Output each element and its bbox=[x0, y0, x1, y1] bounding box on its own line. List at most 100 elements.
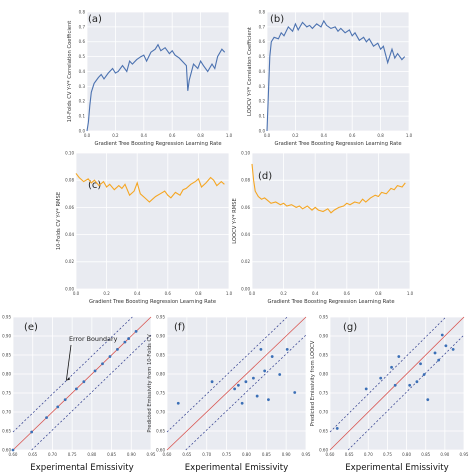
data-point bbox=[127, 337, 131, 340]
x-tick-label: 0.2 bbox=[280, 291, 287, 296]
data-point bbox=[263, 369, 267, 373]
y-tick-label: 0.2 bbox=[79, 99, 86, 104]
y-tick-label: 0.75 bbox=[2, 390, 11, 395]
data-point bbox=[444, 344, 448, 348]
annotation-arrow bbox=[65, 344, 72, 381]
x-tick-label: 0.2 bbox=[103, 291, 110, 296]
y-tick-label: 0.95 bbox=[319, 314, 328, 319]
data-point bbox=[123, 340, 127, 344]
data-point bbox=[210, 380, 214, 384]
x-tick-label: 0.70 bbox=[364, 452, 373, 457]
x-tick-label: 0.65 bbox=[28, 452, 37, 457]
lower-error-boundary bbox=[347, 334, 465, 451]
x-tick-label: 0.75 bbox=[222, 452, 231, 457]
data-point bbox=[267, 398, 270, 402]
y-tick-label: 0.65 bbox=[319, 428, 328, 433]
data-point bbox=[451, 347, 455, 351]
data-point bbox=[397, 355, 401, 358]
data-point bbox=[364, 387, 368, 391]
x-tick-label: 0.8 bbox=[375, 291, 382, 296]
y-tick-label: 0.4 bbox=[259, 69, 266, 74]
y-tick-label: 0.8 bbox=[79, 9, 86, 14]
x-tick-label: 0.4 bbox=[141, 133, 148, 138]
y-tick-label: 0.80 bbox=[2, 371, 11, 376]
identity-line bbox=[329, 316, 465, 451]
y-tick-label: 0.90 bbox=[319, 333, 328, 338]
x-tick-label: 1.0 bbox=[226, 133, 233, 138]
y-tick-label: 0.00 bbox=[65, 286, 74, 291]
y-tick-label: 0.80 bbox=[156, 371, 165, 376]
series-line bbox=[251, 163, 406, 214]
y-tick-label: 0.60 bbox=[156, 447, 165, 452]
y-tick-label: 0.95 bbox=[156, 314, 165, 319]
x-tick-label: 0.8 bbox=[197, 133, 204, 138]
data-point bbox=[440, 333, 444, 337]
x-tick-label: 0.95 bbox=[147, 452, 156, 457]
y-tick-label: 0.6 bbox=[259, 39, 266, 44]
x-tick-label: 0.70 bbox=[48, 452, 57, 457]
panel-b: 0.0 0.2 0.4 0.6 0.8 1.0 0.0 0.1 0.2 0.3 0.4 0.5 0.6 0… bbox=[247, 9, 413, 147]
series-line bbox=[75, 173, 225, 203]
data-point bbox=[278, 373, 282, 376]
panel-g: 0.60 0.65 0.70 0.75 0.80 0.85 0.90 0.95 0.60 0.65… bbox=[310, 314, 469, 473]
series-line bbox=[86, 43, 226, 132]
panel-label: (g) bbox=[343, 322, 357, 333]
x-tick-label: 0.0 bbox=[264, 133, 271, 138]
y-axis-label: 10-Folds CV Y-Y* RMSE bbox=[56, 192, 62, 250]
x-tick-label: 0.65 bbox=[182, 452, 191, 457]
data-point bbox=[82, 380, 86, 384]
x-axis-label: Gradient Tree Boosting Regression Learni… bbox=[267, 299, 394, 305]
data-point bbox=[255, 394, 259, 398]
y-tick-label: 0.8 bbox=[259, 9, 266, 14]
data-point bbox=[244, 380, 248, 384]
data-point bbox=[252, 376, 255, 380]
x-tick-label: 0.60 bbox=[326, 452, 335, 457]
y-axis-label: Predicted Emissivity from 10-Folds CV bbox=[147, 334, 153, 433]
data-point bbox=[433, 351, 437, 355]
x-tick-label: 0.2 bbox=[112, 133, 119, 138]
x-tick-label: 0.6 bbox=[165, 291, 172, 296]
series-line bbox=[266, 19, 406, 132]
data-point bbox=[270, 355, 274, 358]
data-point bbox=[93, 369, 97, 373]
x-tick-label: 0.60 bbox=[163, 452, 172, 457]
y-tick-label: 0.6 bbox=[79, 39, 86, 44]
x-tick-label: 0.0 bbox=[84, 133, 91, 138]
data-point bbox=[415, 380, 419, 384]
y-tick-label: 0.02 bbox=[65, 259, 74, 264]
data-point bbox=[259, 347, 263, 351]
y-tick-label: 0.0 bbox=[79, 128, 86, 133]
upper-error-boundary bbox=[329, 316, 447, 433]
x-tick-label: 0.85 bbox=[262, 452, 271, 457]
y-tick-label: 0.3 bbox=[79, 84, 86, 89]
data-point bbox=[108, 355, 112, 358]
data-point bbox=[101, 362, 104, 366]
data-point bbox=[426, 398, 430, 402]
x-tick-label: 0.85 bbox=[421, 452, 430, 457]
y-tick-label: 0.65 bbox=[156, 428, 165, 433]
x-tick-label: 0.6 bbox=[169, 133, 176, 138]
x-tick-label: 0.8 bbox=[195, 291, 202, 296]
identity-line bbox=[166, 316, 307, 451]
x-tick-label: 0.90 bbox=[282, 452, 291, 457]
x-tick-label: 0.6 bbox=[349, 133, 356, 138]
data-point bbox=[56, 405, 60, 409]
y-axis-label: LOOCV Y-Y* RMSE bbox=[232, 198, 238, 244]
y-tick-label: 0.2 bbox=[259, 99, 266, 104]
y-tick-label: 0.70 bbox=[156, 409, 165, 414]
data-point bbox=[11, 448, 15, 452]
y-tick-label: 0.02 bbox=[241, 259, 250, 264]
y-tick-label: 0.70 bbox=[2, 409, 11, 414]
y-axis-label: LOOCV Y-Y* Correlation Coefficient bbox=[247, 27, 253, 116]
panel-f: 0.60 0.65 0.70 0.75 0.80 0.85 0.90 0.950.600.65… bbox=[147, 314, 311, 473]
x-axis-label: Gradient Tree Boosting Regression Learni… bbox=[89, 299, 216, 305]
y-tick-label: 0.04 bbox=[65, 232, 74, 237]
y-axis-label: 10-Folds CV Y-Y* Correlation Coefficient bbox=[67, 21, 73, 123]
y-tick-label: 0.10 bbox=[65, 150, 74, 155]
data-point bbox=[75, 387, 78, 391]
y-tick-label: 0.90 bbox=[156, 333, 165, 338]
data-point bbox=[422, 373, 426, 376]
x-axis-label: Experimental Emissivity bbox=[30, 463, 134, 473]
y-tick-label: 0.04 bbox=[241, 232, 250, 237]
